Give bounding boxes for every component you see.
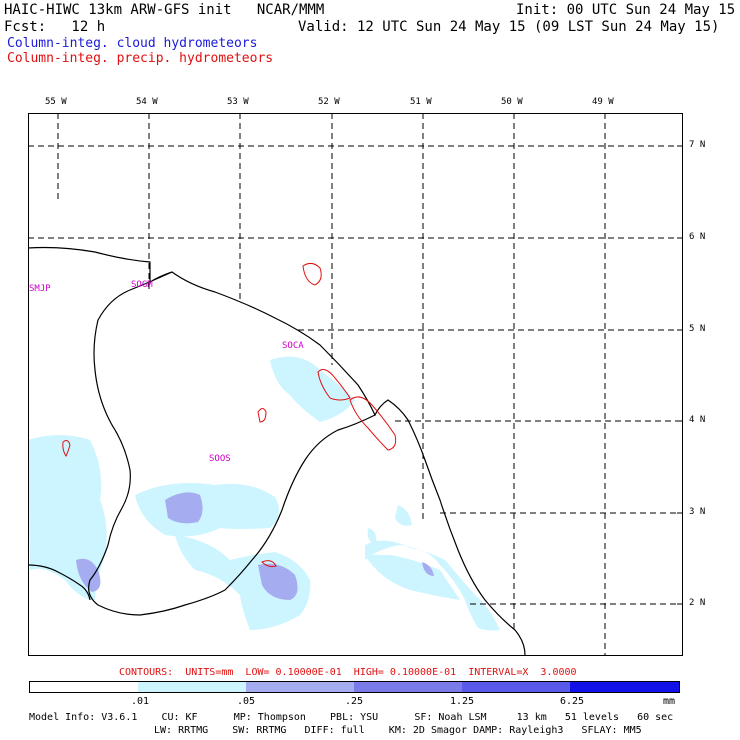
valid-time: Valid: 12 UTC Sun 24 May 15 (09 LST Sun … <box>298 19 720 35</box>
lon-label: 55 W <box>45 97 67 107</box>
colorbar <box>29 681 680 693</box>
lon-label: 54 W <box>136 97 158 107</box>
lon-ticks <box>57 113 606 118</box>
colorbar-segment <box>570 682 679 692</box>
colorbar-segment <box>138 682 246 692</box>
colorbar-units: mm <box>663 696 676 707</box>
lon-label: 49 W <box>592 97 614 107</box>
lon-label: 51 W <box>410 97 432 107</box>
lat-label: 4 N <box>689 415 706 425</box>
lat-label: 5 N <box>689 324 706 334</box>
colorbar-segment <box>354 682 462 692</box>
colorbar-tick: .25 <box>345 696 364 707</box>
colorbar-tick: 1.25 <box>450 696 475 707</box>
legend-cloud-hydrometeors: Column-integ. cloud hydrometeors <box>7 36 258 51</box>
lat-label: 6 N <box>689 232 706 242</box>
plot-title: HAIC-HIWC 13km ARW-GFS init NCAR/MMM <box>4 2 325 18</box>
legend-precip-hydrometeors: Column-integ. precip. hydrometeors <box>7 51 274 66</box>
lat-ticks <box>677 145 682 605</box>
forecast-hour: Fcst: 12 h <box>4 19 106 35</box>
coastline <box>27 246 526 656</box>
colorbar-segment <box>462 682 570 692</box>
model-info-line1: Model Info: V3.6.1 CU: KF MP: Thompson P… <box>29 712 674 723</box>
colorbar-tick: 6.25 <box>560 696 585 707</box>
colorbar-segment <box>30 682 138 692</box>
station-label: SOCA <box>282 341 304 351</box>
model-info-line2: LW: RRTMG SW: RRTMG DIFF: full KM: 2D Sm… <box>154 725 642 736</box>
colorbar-segment <box>246 682 354 692</box>
lat-label: 3 N <box>689 507 706 517</box>
cloud-shading <box>28 356 500 631</box>
station-label: SOGM <box>131 280 153 290</box>
lon-label: 52 W <box>318 97 340 107</box>
precip-contours <box>62 262 397 567</box>
lon-label: 53 W <box>227 97 249 107</box>
lat-label: 2 N <box>689 598 706 608</box>
contours-info: CONTOURS: UNITS=mm LOW= 0.10000E-01 HIGH… <box>119 667 577 678</box>
lat-lon-grid <box>28 113 682 655</box>
lat-label: 7 N <box>689 140 706 150</box>
station-label: SMJP <box>29 284 51 294</box>
colorbar-tick: .05 <box>237 696 256 707</box>
colorbar-tick: .01 <box>131 696 150 707</box>
map-frame <box>28 113 683 656</box>
cloud-shading-heavy <box>76 492 434 600</box>
lon-label: 50 W <box>501 97 523 107</box>
init-time: Init: 00 UTC Sun 24 May 15 <box>516 2 736 18</box>
station-label: SOOS <box>209 454 231 464</box>
